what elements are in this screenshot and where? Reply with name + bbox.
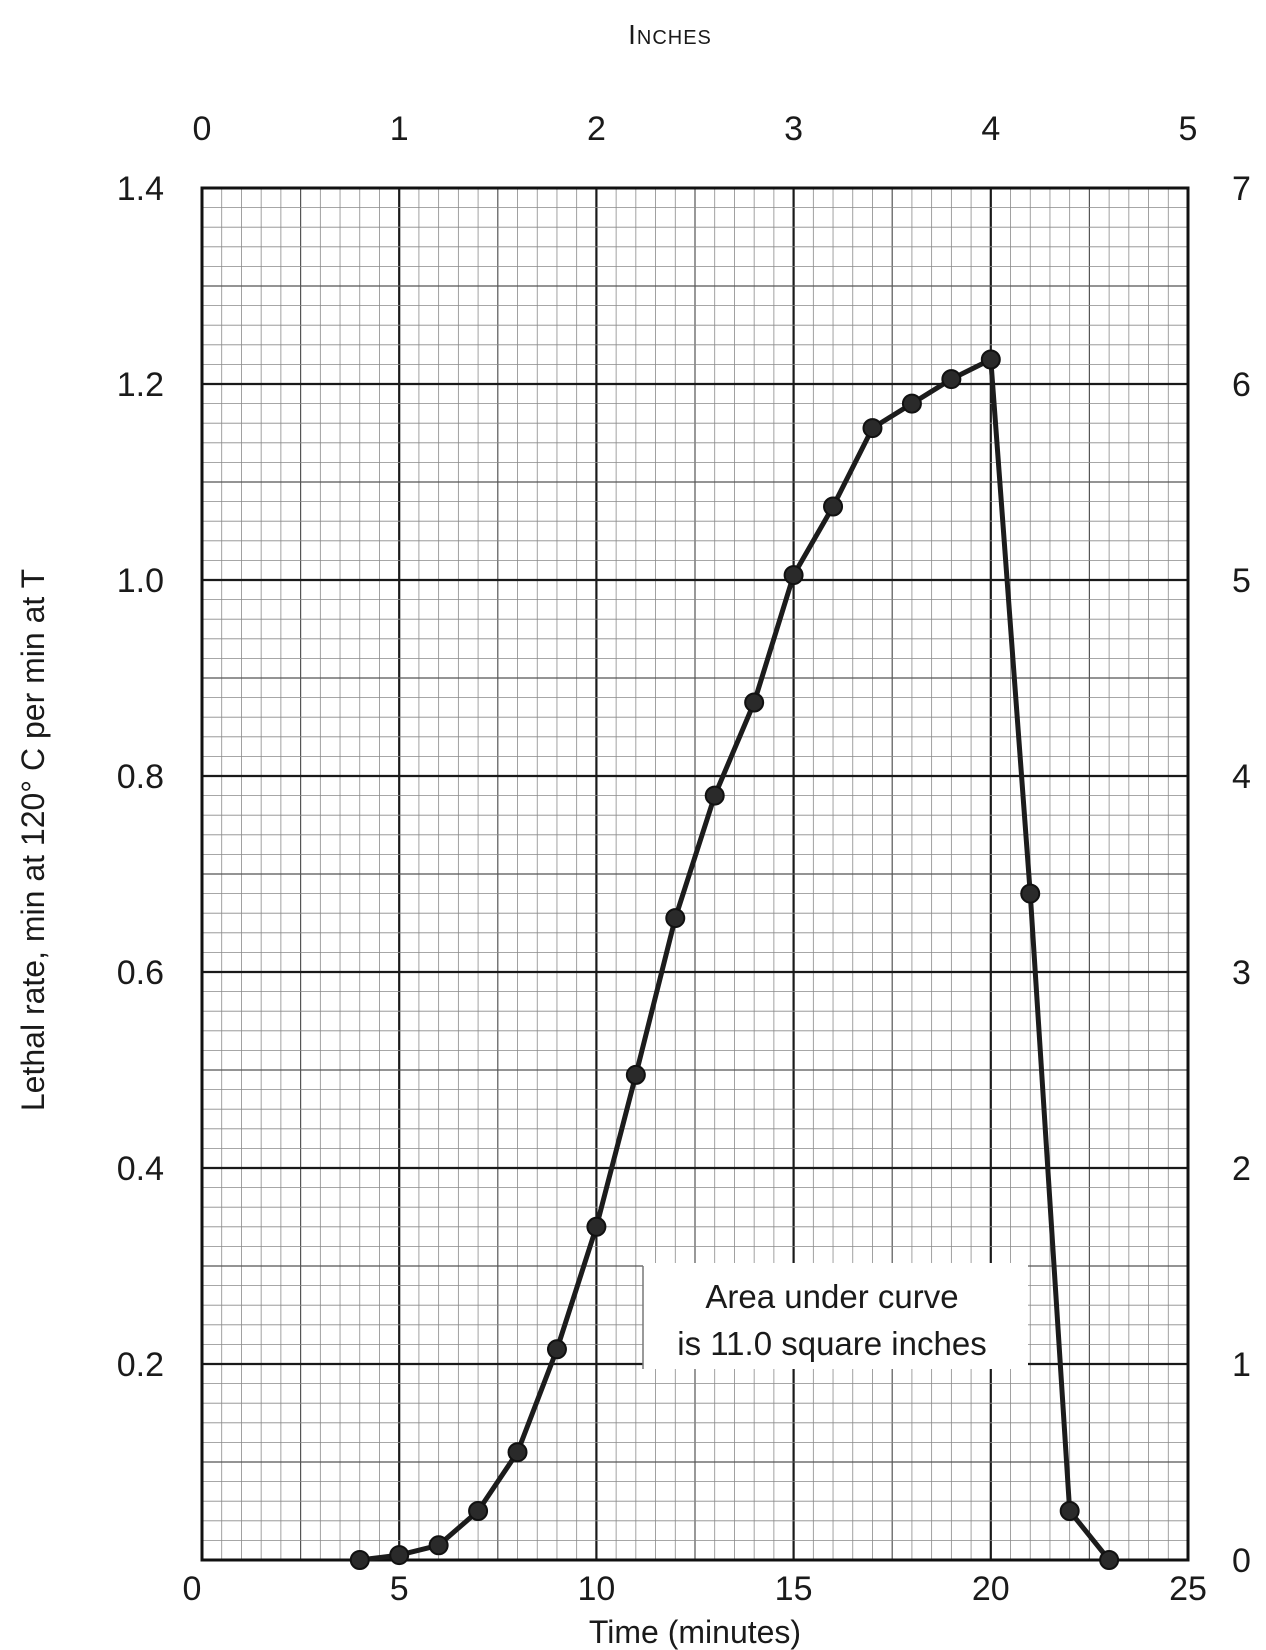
bottom-tick-label: 0 [183,1570,202,1608]
right-axis-tick-labels: 0 1 2 3 4 5 6 7 [1232,170,1251,1580]
top-tick-label: 3 [784,110,803,148]
left-tick-label: 0.4 [117,1150,164,1188]
data-point [1020,883,1041,904]
data-point [823,496,844,517]
right-tick-label: 6 [1232,366,1251,404]
annotation-line-2: is 11.0 square inches [677,1325,986,1362]
right-tick-label: 5 [1232,562,1251,600]
right-tick-label: 0 [1232,1542,1251,1580]
y-axis-label: Lethal rate, min at 120° C per min at T [15,569,51,1111]
top-tick-label: 4 [981,110,1000,148]
left-tick-label: 0.2 [117,1346,164,1384]
data-point [744,692,765,713]
left-tick-label: 1.0 [117,562,164,600]
data-point [901,393,922,414]
data-point [980,349,1001,370]
left-tick-label: 0.6 [117,954,164,992]
data-point [1099,1550,1120,1570]
data-point [468,1501,489,1521]
annotation-line-1: Area under curve [705,1278,958,1315]
right-tick-label: 3 [1232,954,1251,992]
top-axis-tick-labels: 0 1 2 3 4 5 [193,110,1198,148]
top-axis-title: Inches [628,19,712,50]
data-point [389,1545,410,1566]
data-point [704,785,725,806]
left-tick-label: 1.2 [117,366,164,404]
right-tick-label: 4 [1232,758,1251,796]
left-tick-label: 1.4 [117,170,164,208]
data-point [586,1216,607,1237]
data-point [625,1064,646,1085]
annotation-background [643,1263,1028,1369]
data-point [862,418,883,439]
data-point [783,565,804,586]
bottom-tick-label: 25 [1169,1570,1207,1608]
right-tick-label: 7 [1232,170,1251,208]
right-tick-label: 1 [1232,1346,1251,1384]
top-tick-label: 1 [390,110,409,148]
top-tick-label: 2 [587,110,606,148]
left-tick-label: 0.8 [117,758,164,796]
top-tick-label: 0 [193,110,212,148]
data-point [941,369,962,390]
plot-border [200,186,1190,1562]
left-axis-tick-labels: 0.2 0.4 0.6 0.8 1.0 1.2 1.4 [117,170,164,1384]
data-point [665,908,686,929]
area-annotation: Area under curve is 11.0 square inches [642,1263,1028,1369]
bottom-axis-tick-labels: 0 5 10 15 20 25 [183,1570,1207,1608]
x-axis-label: Time (minutes) [589,1614,801,1650]
bottom-tick-label: 5 [390,1570,409,1608]
data-point [349,1550,370,1570]
data-series [349,349,1120,1570]
bottom-tick-label: 10 [577,1570,615,1608]
data-point [507,1442,528,1463]
bottom-tick-label: 15 [775,1570,813,1608]
data-point [546,1339,567,1360]
bottom-tick-label: 20 [972,1570,1010,1608]
data-point [1059,1501,1080,1521]
data-point [428,1535,449,1556]
right-tick-label: 2 [1232,1150,1251,1188]
top-tick-label: 5 [1179,110,1198,148]
